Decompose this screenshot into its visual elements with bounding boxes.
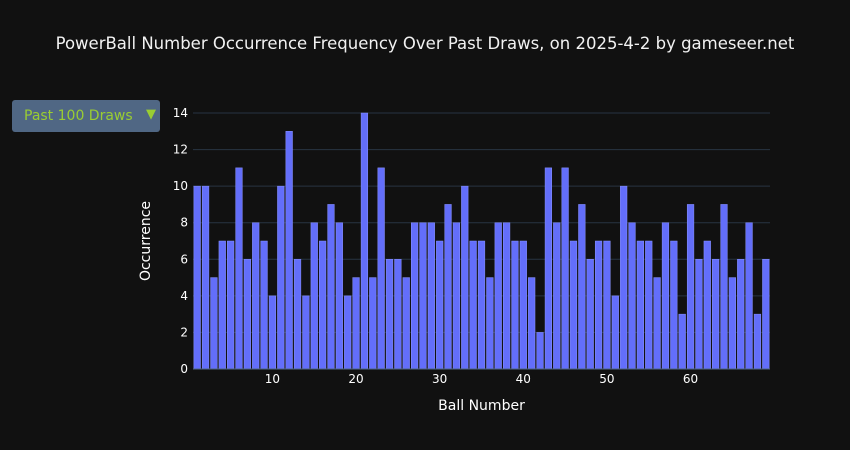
bar: [394, 259, 402, 370]
bar: [753, 313, 762, 370]
bar: [712, 259, 720, 370]
bar: [686, 204, 695, 370]
bar: [544, 167, 552, 370]
y-tick-label: 14: [173, 106, 188, 120]
bar: [519, 240, 527, 370]
y-tick-label: 2: [180, 325, 188, 339]
bar: [268, 295, 277, 370]
y-tick-label: 12: [173, 143, 188, 157]
bar: [419, 222, 427, 370]
bar: [695, 259, 703, 370]
chart-title: PowerBall Number Occurrence Frequency Ov…: [55, 34, 795, 53]
bar: [369, 277, 377, 370]
bar: [737, 259, 745, 370]
bar: [494, 222, 502, 370]
bar: [561, 167, 569, 370]
bar: [252, 222, 260, 370]
bar: [452, 222, 461, 370]
y-axis-label: Occurrence: [138, 201, 154, 281]
bar: [762, 259, 770, 370]
bar: [319, 240, 327, 370]
bar: [210, 277, 218, 370]
bar: [511, 240, 519, 370]
x-tick-label: 50: [599, 372, 614, 386]
bar: [611, 295, 619, 370]
bar: [411, 222, 419, 370]
y-tick-label: 4: [180, 289, 188, 303]
bar: [486, 277, 494, 370]
x-tick-label: 10: [265, 372, 280, 386]
bar: [670, 240, 678, 370]
bar: [260, 240, 268, 370]
bar: [218, 240, 226, 370]
bar: [578, 204, 586, 370]
bar: [678, 313, 686, 370]
bar: [293, 259, 302, 370]
y-tick-label: 0: [180, 362, 188, 376]
bar: [628, 222, 636, 370]
bar: [653, 277, 661, 370]
bar: [243, 259, 251, 370]
bar: [745, 222, 753, 370]
bar: [277, 185, 285, 370]
bar: [235, 167, 243, 370]
bar: [402, 277, 410, 370]
bar: [728, 277, 736, 370]
bar: [385, 259, 394, 370]
bar: [636, 240, 644, 370]
bar: [310, 222, 318, 370]
bar: [661, 222, 670, 370]
bar: [703, 240, 711, 370]
bar: [477, 240, 486, 370]
bar: [377, 167, 385, 370]
x-axis-label: Ball Number: [438, 398, 525, 414]
draws-range-dropdown[interactable]: Past 100 Draws ▼: [12, 100, 160, 132]
dropdown-arrow-icon: ▼: [146, 107, 156, 122]
bar: [720, 204, 728, 370]
bar: [469, 240, 477, 370]
bar: [327, 204, 335, 370]
bar: [586, 259, 594, 370]
bar: [427, 222, 435, 370]
bar: [461, 185, 469, 370]
bar: [553, 222, 561, 370]
bar: [436, 240, 444, 370]
bar: [620, 185, 628, 370]
bar: [444, 204, 452, 370]
dropdown-selected-label: Past 100 Draws: [24, 108, 133, 124]
bar: [536, 332, 544, 370]
y-tick-label: 10: [173, 179, 188, 193]
x-tick-label: 60: [683, 372, 698, 386]
bar: [227, 240, 235, 370]
bar: [594, 240, 603, 370]
y-tick-label: 6: [180, 252, 188, 266]
y-tick-label: 8: [180, 216, 188, 230]
x-tick-label: 30: [432, 372, 447, 386]
bar: [201, 185, 210, 370]
bar: [352, 277, 360, 370]
x-tick-label: 40: [516, 372, 531, 386]
bar: [528, 277, 536, 370]
bar: [603, 240, 611, 370]
bar: [645, 240, 653, 370]
bar: [360, 112, 369, 370]
bar: [335, 222, 343, 370]
bar: [344, 295, 352, 370]
x-tick-label: 20: [348, 372, 363, 386]
bar: [302, 295, 310, 370]
bar: [285, 131, 293, 370]
bar: [502, 222, 511, 370]
bar: [569, 240, 578, 370]
bar: [193, 185, 201, 370]
